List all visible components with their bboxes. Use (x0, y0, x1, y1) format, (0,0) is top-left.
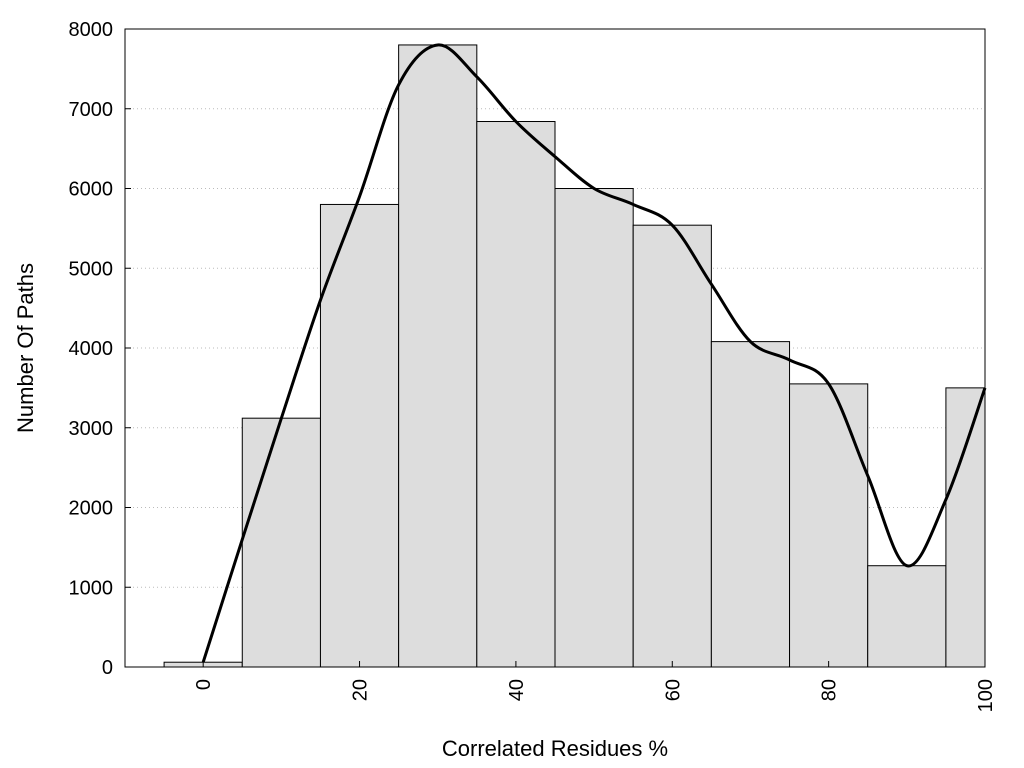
bar-80 (789, 383, 869, 668)
y-tick-label: 5000 (69, 258, 114, 280)
y-tick-label: 0 (102, 657, 113, 679)
y-tick-label: 1000 (69, 577, 114, 599)
y-axis-ticks: 0 1000 2000 3000 4000 5000 6000 7000 8000 (69, 19, 131, 679)
y-tick-label: 8000 (69, 19, 114, 41)
bar-40 (476, 121, 556, 668)
x-axis-ticks: 0 20 40 60 80 100 (193, 661, 997, 712)
y-tick-label: 3000 (69, 418, 114, 440)
x-tick-label: 80 (819, 679, 841, 701)
bar-20 (319, 203, 400, 668)
y-axis-title: Number Of Paths (13, 263, 38, 433)
x-axis-title: Correlated Residues % (442, 736, 668, 761)
bar-70 (710, 341, 791, 668)
x-tick-label: 100 (975, 679, 997, 712)
bar-100 (945, 387, 986, 668)
y-tick-label: 2000 (69, 498, 114, 520)
x-tick-label: 20 (350, 679, 372, 701)
x-tick-label: 60 (662, 679, 684, 701)
trend-curve (201, 43, 987, 663)
bar-50 (554, 188, 634, 668)
bar-60 (632, 224, 712, 668)
bar-30 (398, 44, 478, 668)
y-tick-label: 4000 (69, 338, 114, 360)
bar-10 (241, 417, 321, 668)
y-tick-label: 7000 (69, 99, 114, 121)
x-tick-label: 0 (193, 679, 215, 690)
x-tick-label: 40 (506, 679, 528, 701)
bar-90 (867, 565, 947, 668)
trend-curve-group (201, 43, 987, 663)
y-tick-label: 6000 (69, 179, 114, 201)
bars (163, 44, 986, 668)
